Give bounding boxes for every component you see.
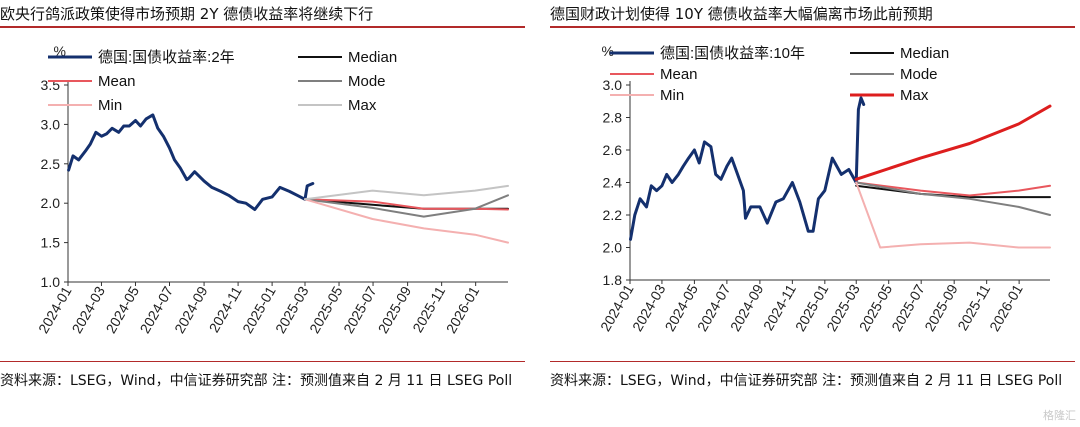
source-note-10y: 资料来源：LSEG，Wind，中信证券研究部 注：预测值来自 2 月 11 日 … (550, 373, 1063, 389)
chart-title-2y: 欧央行鸽派政策使得市场预期 2Y 德债收益率将继续下行 (0, 5, 374, 23)
series-line-3 (304, 194, 509, 218)
legend-label: Median (348, 49, 397, 66)
legend-label: Min (660, 87, 684, 104)
series-line-0 (629, 96, 866, 241)
series-line-0 (67, 113, 315, 211)
x-tick-label: 2025-09 (375, 283, 415, 336)
legend-label: Mode (348, 73, 386, 90)
series-line-5 (304, 184, 509, 201)
series-line-5 (854, 104, 1052, 181)
y-axis-unit-label: % (602, 43, 614, 59)
legend-label: Median (900, 45, 949, 62)
watermark-logo: 格隆汇 (1043, 409, 1076, 422)
y-tick-label: 3.0 (603, 77, 623, 93)
legend-label: Mean (660, 66, 698, 83)
y-tick-label: 1.0 (41, 274, 61, 290)
legend-label: Mean (98, 73, 136, 90)
legend-label: Max (348, 97, 377, 114)
y-tick-label: 1.8 (603, 272, 623, 288)
series-line-1 (855, 184, 1051, 199)
chart-panel-10y: 德国财政计划使得 10Y 德债收益率大幅偏离市场此前预期 1.8 2.0 2.2 2.… (550, 0, 1080, 427)
chart-2y-yield: 1.01.52.02.53.03.5%2024-012024-032024-05… (35, 43, 509, 336)
y-tick-label: 2.2 (603, 207, 623, 223)
x-tick-label: 2024-09 (171, 283, 211, 336)
y-tick-label: 2.0 (603, 240, 623, 256)
chart-title-10y: 德国财政计划使得 10Y 德债收益率大幅偏离市场此前预期 (550, 5, 933, 23)
chart-10y-yield: 1.82.02.22.42.62.83.0%2024-012024-032024… (597, 43, 1052, 334)
y-tick-label: 3.0 (41, 116, 61, 132)
chart-panel-2y: 欧央行鸽派政策使得市场预期 2Y 德债收益率将继续下行 1.0 1.5 2.0 2.5… (0, 0, 530, 427)
series-line-2 (855, 181, 1051, 197)
y-tick-label: 2.8 (603, 110, 623, 126)
y-tick-label: 2.0 (41, 195, 61, 211)
y-tick-label: 2.4 (603, 175, 623, 191)
series-line-3 (855, 181, 1051, 216)
legend-label: Max (900, 87, 929, 104)
footer-divider (0, 361, 525, 362)
y-tick-label: 2.5 (41, 156, 61, 172)
x-tick-label: 2026-01 (443, 283, 483, 336)
title-divider (0, 26, 525, 28)
footer-divider (550, 361, 1075, 362)
legend-label: Min (98, 97, 122, 114)
series-line-4 (855, 181, 1051, 249)
y-tick-label: 2.6 (603, 142, 623, 158)
y-tick-label: 1.5 (41, 235, 61, 251)
series-line-2 (304, 198, 509, 211)
source-note-2y: 资料来源：LSEG，Wind，中信证券研究部 注：预测值来自 2 月 11 日 … (0, 373, 513, 389)
y-axis-unit-label: % (54, 43, 66, 59)
title-divider (550, 26, 1075, 28)
legend-label: 德国:国债收益率:2年 (98, 48, 235, 66)
y-tick-label: 3.5 (41, 77, 61, 93)
legend-label: 德国:国债收益率:10年 (660, 44, 805, 62)
legend-label: Mode (900, 66, 938, 83)
series-line-4 (304, 198, 509, 244)
